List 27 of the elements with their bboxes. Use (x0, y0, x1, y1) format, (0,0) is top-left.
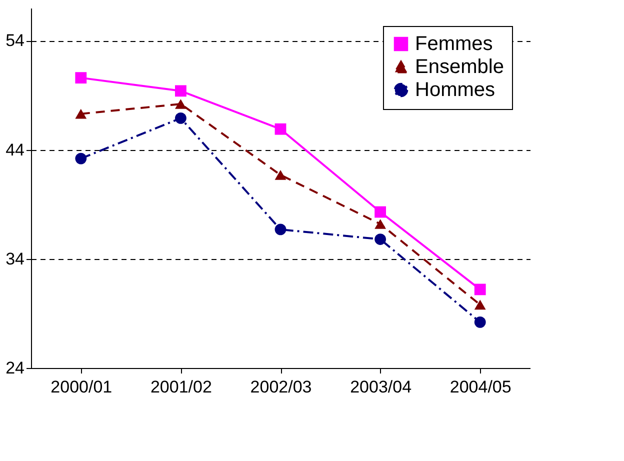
y-tick-label: 24 (6, 358, 24, 378)
legend-label: Ensemble (415, 56, 504, 78)
legend-label: Hommes (415, 79, 496, 101)
y-tick-label: 44 (6, 140, 24, 160)
point (75, 72, 87, 84)
x-tick-label: 2004/05 (450, 378, 512, 396)
x-tick-label: 2003/04 (350, 378, 412, 396)
x-tick-label: 2000/01 (50, 378, 112, 396)
x-tick-label: 2002/03 (250, 378, 312, 396)
legend-label: Femmes (415, 33, 493, 55)
point (474, 316, 486, 328)
point (75, 108, 87, 119)
point (374, 219, 386, 229)
point (474, 300, 486, 310)
y-tick-label: 34 (6, 249, 24, 268)
point (474, 284, 486, 296)
point (374, 206, 386, 218)
point (175, 99, 186, 109)
x-tick-label: 2001/02 (150, 378, 212, 396)
point (374, 234, 386, 245)
y-tick-label: 54 (6, 31, 24, 50)
point (274, 170, 286, 180)
point (274, 224, 286, 236)
point (274, 123, 286, 135)
point (75, 152, 87, 164)
point (175, 85, 186, 97)
point (175, 112, 186, 124)
